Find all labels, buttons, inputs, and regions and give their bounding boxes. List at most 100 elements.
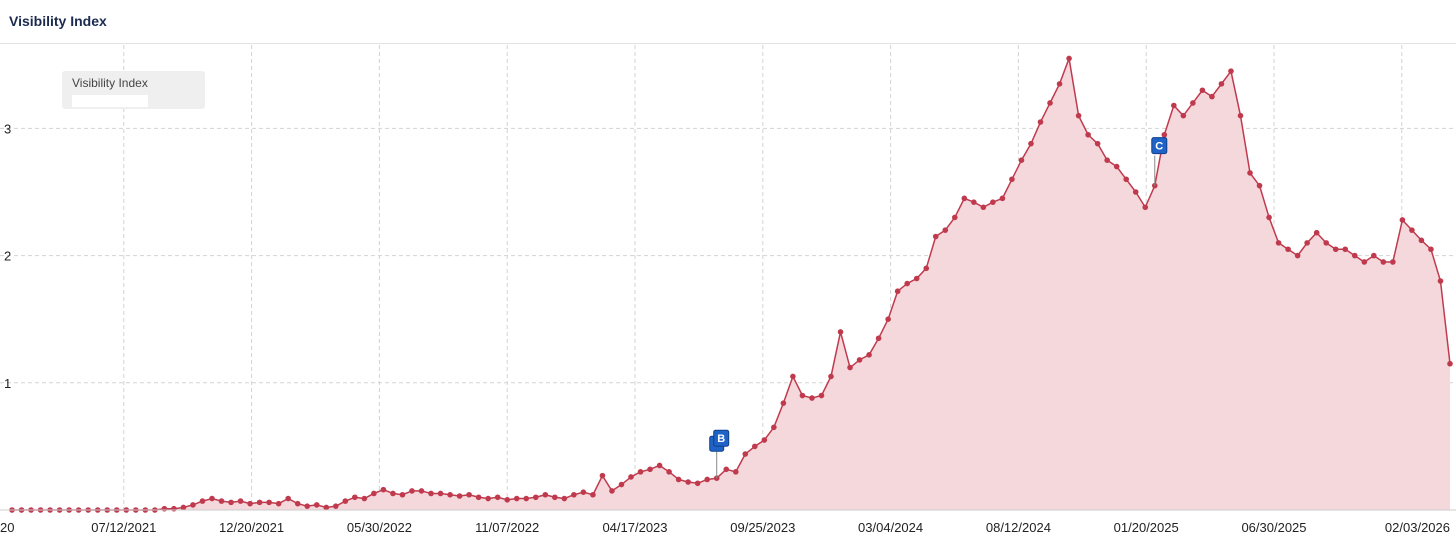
data-point [171, 505, 177, 512]
data-point [990, 199, 996, 205]
data-point [885, 316, 891, 323]
data-point [771, 424, 777, 431]
legend-label: Visibility Index [72, 76, 148, 90]
x-tick-label: 06/30/2025 [1241, 520, 1306, 535]
data-point [418, 488, 425, 494]
data-point [1390, 259, 1396, 265]
data-point [580, 489, 587, 495]
data-point [247, 500, 253, 507]
data-point [875, 335, 882, 342]
data-point [361, 495, 368, 502]
data-point [532, 494, 539, 501]
data-point [571, 491, 577, 498]
data-point [1237, 112, 1244, 119]
data-point [399, 491, 406, 498]
data-point [218, 498, 225, 504]
data-point [837, 329, 844, 335]
data-point [1075, 112, 1082, 119]
marker-layer: BC [709, 137, 1168, 479]
data-point [294, 500, 301, 507]
data-point [275, 500, 282, 507]
data-point [1142, 204, 1149, 211]
data-point [1113, 163, 1120, 170]
data-point [1199, 87, 1206, 94]
data-point [342, 498, 349, 504]
y-tick-label: 3 [4, 121, 11, 136]
x-tick-label: 09/25/2023 [730, 520, 795, 535]
data-point [1180, 112, 1187, 119]
data-point [1351, 252, 1358, 259]
data-point [980, 204, 987, 211]
data-point [961, 195, 968, 202]
legend-swatch [72, 95, 148, 107]
data-point [1447, 360, 1453, 367]
marker-box [713, 429, 730, 447]
y-tick-label: 1 [4, 376, 11, 391]
data-point [1342, 246, 1349, 253]
data-point [866, 352, 872, 358]
data-point [1028, 140, 1034, 147]
data-point [828, 373, 834, 380]
data-point [1285, 246, 1291, 253]
data-point [494, 494, 501, 501]
x-tick-label: 07/12/2021 [91, 520, 156, 535]
y-tick-label: 2 [4, 249, 11, 264]
data-point [932, 233, 939, 240]
data-point [1018, 157, 1025, 163]
data-point [856, 357, 863, 363]
data-point [1132, 189, 1139, 195]
x-tick-label: 20 [0, 520, 14, 535]
chart-title: Visibility Index [9, 13, 107, 29]
data-point [237, 498, 244, 504]
data-point [637, 469, 644, 475]
data-point [1161, 131, 1168, 138]
data-point [618, 481, 625, 488]
data-point [913, 275, 920, 282]
x-tick-label: 08/12/2024 [986, 520, 1051, 535]
data-point [951, 214, 958, 221]
axis-layer: 1 2 3 20 07/12/2021 12/20/2021 05/30/2022 11/07… [0, 121, 1456, 535]
data-point [723, 466, 730, 473]
data-point [761, 437, 768, 443]
data-point [371, 490, 377, 497]
data-point [1294, 252, 1301, 259]
marker-box [1151, 137, 1168, 155]
data-point [466, 491, 472, 498]
data-point [390, 490, 396, 497]
data-point [1037, 119, 1044, 125]
data-point [1409, 227, 1415, 233]
data-point [561, 495, 568, 502]
data-point [1094, 140, 1101, 147]
data-point [704, 476, 710, 483]
data-point [628, 474, 634, 480]
data-point [656, 462, 663, 469]
data-point [1256, 182, 1263, 189]
legend[interactable]: Visibility Index [62, 71, 205, 109]
data-point [1190, 100, 1196, 106]
data-point [552, 494, 558, 501]
chart-header: Visibility Index [0, 0, 1456, 44]
data-point [437, 490, 444, 497]
data-point [1247, 170, 1253, 176]
data-point [809, 395, 815, 401]
data-point [847, 364, 853, 371]
marker-label-b: B [717, 433, 725, 445]
data-point [799, 392, 806, 399]
data-point [790, 373, 796, 380]
data-point [523, 495, 530, 502]
data-point [1437, 278, 1444, 284]
data-point [1009, 176, 1015, 183]
data-point [1428, 246, 1434, 253]
data-point [1085, 131, 1091, 138]
data-point [1332, 246, 1339, 253]
x-tick-label: 05/30/2022 [347, 520, 412, 535]
data-point [180, 504, 187, 511]
data-point [599, 472, 606, 479]
data-point [1304, 240, 1310, 246]
data-point [485, 495, 491, 502]
data-point [1056, 81, 1063, 87]
data-point [1171, 102, 1177, 109]
data-point [999, 195, 1006, 202]
data-point [647, 466, 653, 473]
